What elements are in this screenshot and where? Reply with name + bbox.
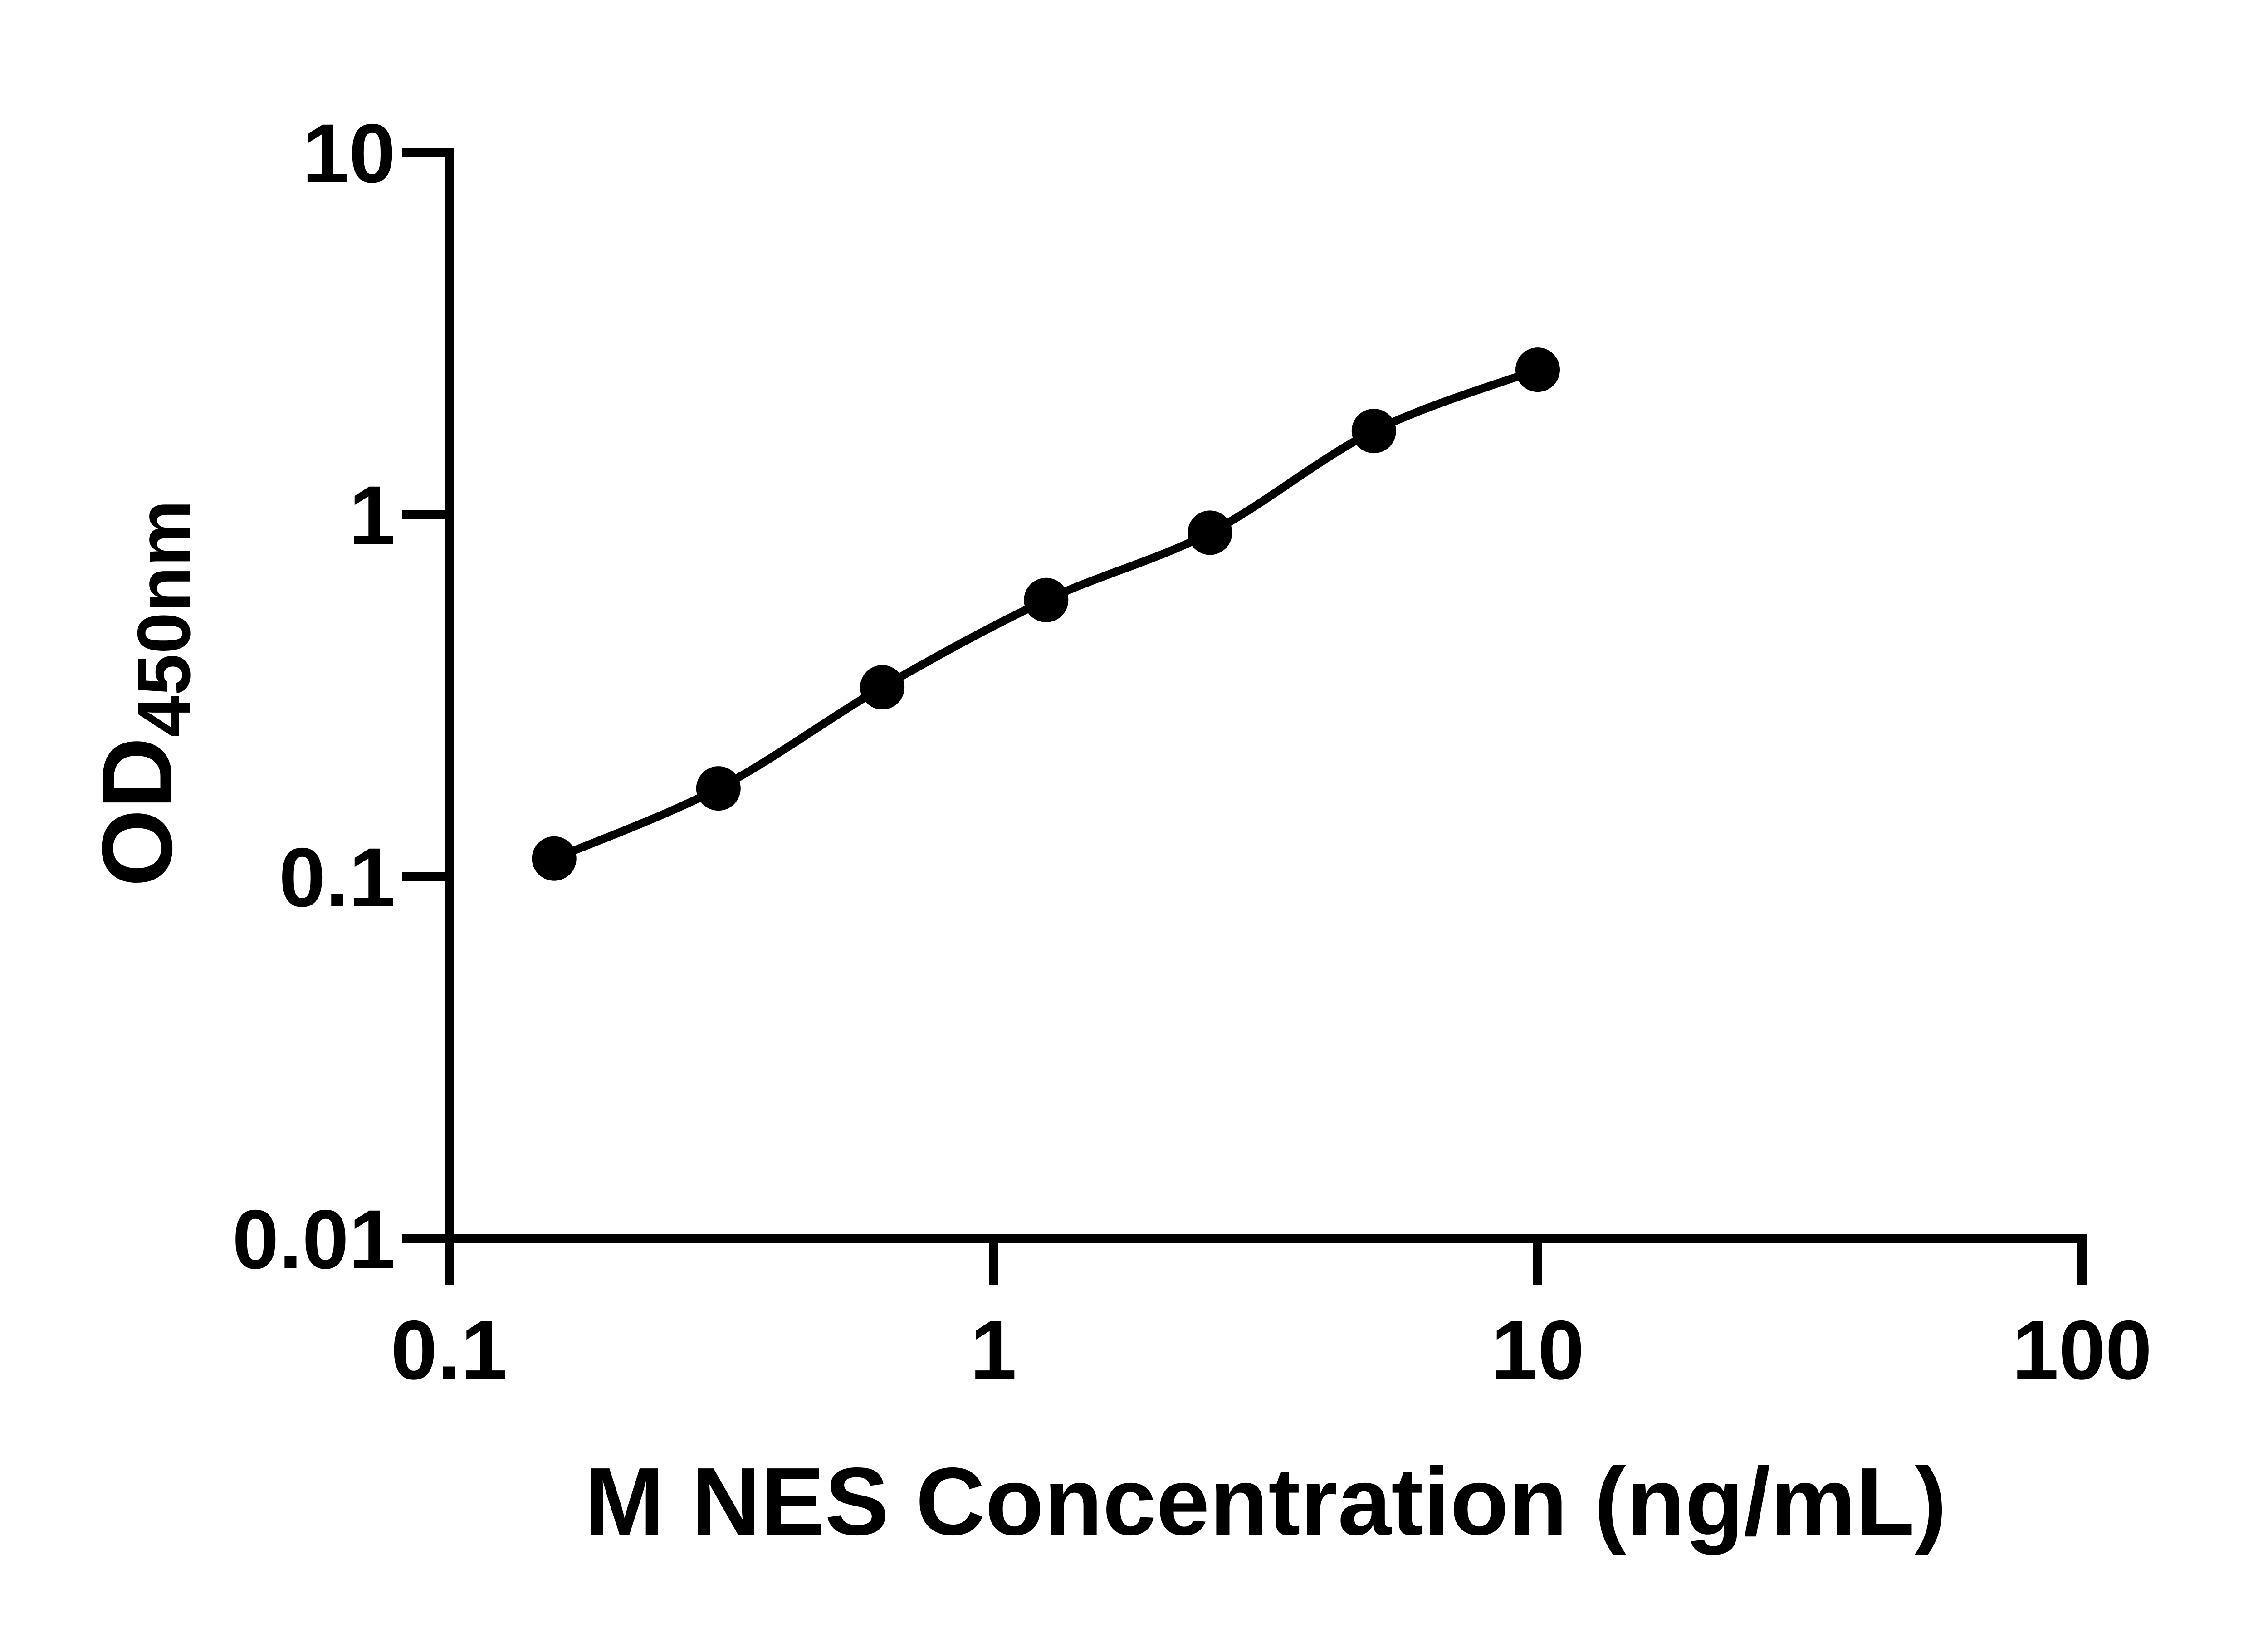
y-tick-label: 0.1 xyxy=(279,831,396,924)
y-tick-label: 10 xyxy=(302,107,396,200)
data-point xyxy=(1188,510,1232,555)
y-tick-label: 1 xyxy=(349,469,396,562)
x-tick-label: 1 xyxy=(970,1304,1017,1397)
y-tick-label: 0.01 xyxy=(232,1193,396,1286)
data-point xyxy=(532,836,577,881)
data-point xyxy=(1351,409,1396,454)
x-axis-title: M NES Concentration (ng/mL) xyxy=(584,1447,1947,1555)
y-axis-title-main: OD xyxy=(81,737,193,887)
data-point xyxy=(860,665,905,710)
x-tick-label: 0.1 xyxy=(391,1304,507,1397)
x-tick-label: 100 xyxy=(2012,1304,2152,1397)
x-tick-label: 10 xyxy=(1491,1304,1584,1397)
data-point xyxy=(1515,347,1560,392)
y-axis-title-subscript: 450nm xyxy=(122,500,205,737)
y-axis-title: OD450nm xyxy=(81,500,205,887)
data-point xyxy=(696,766,741,811)
data-point xyxy=(1024,577,1069,622)
